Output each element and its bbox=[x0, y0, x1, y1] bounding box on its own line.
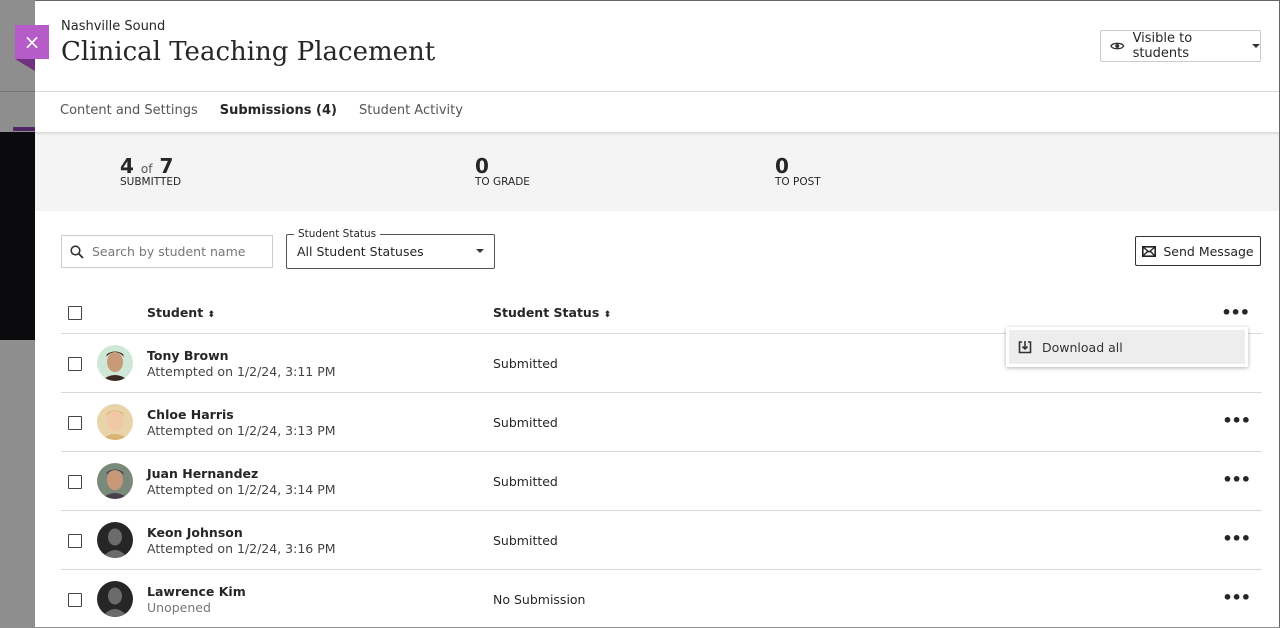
submitted-label: SUBMITTED bbox=[120, 176, 182, 188]
column-header-status[interactable]: Student Status ⬍ bbox=[493, 305, 611, 320]
chevron-down-icon bbox=[1252, 44, 1260, 48]
total-count: 7 bbox=[159, 154, 174, 178]
download-icon bbox=[1018, 341, 1032, 354]
background-banner bbox=[0, 132, 36, 340]
to-post-count: 0 bbox=[775, 154, 789, 178]
stat-submitted: 4 of 7 SUBMITTED bbox=[120, 154, 181, 188]
tab-bar: Content and Settings Submissions (4) Stu… bbox=[49, 92, 474, 135]
mail-icon bbox=[1142, 245, 1157, 257]
background-divider bbox=[0, 91, 36, 92]
student-status-select[interactable]: Student Status All Student Statuses bbox=[286, 228, 495, 269]
submissions-panel: Nashville Sound Clinical Teaching Placem… bbox=[35, 0, 1280, 627]
visibility-dropdown[interactable]: Visible to students bbox=[1100, 30, 1261, 62]
row-checkbox[interactable] bbox=[68, 357, 82, 371]
more-options-icon[interactable]: ••• bbox=[1222, 411, 1251, 430]
sort-icon: ⬍ bbox=[603, 310, 612, 320]
student-attempt-detail: Attempted on 1/2/24, 3:13 PM bbox=[147, 423, 336, 438]
sort-icon: ⬍ bbox=[207, 310, 216, 320]
close-button[interactable]: × bbox=[15, 25, 49, 59]
student-status: Submitted bbox=[493, 415, 558, 430]
eye-icon bbox=[1110, 42, 1125, 50]
tab-content-and-settings[interactable]: Content and Settings bbox=[60, 103, 198, 118]
course-name: Nashville Sound bbox=[61, 19, 166, 34]
student-status: Submitted bbox=[493, 533, 558, 548]
student-name[interactable]: Juan Hernandez bbox=[147, 466, 259, 481]
table-row: Lawrence Kim Unopened No Submission ••• bbox=[61, 569, 1262, 628]
close-button-fold bbox=[15, 59, 35, 71]
tab-student-activity[interactable]: Student Activity bbox=[359, 103, 463, 118]
table-row: Keon Johnson Attempted on 1/2/24, 3:16 P… bbox=[61, 510, 1262, 569]
stats-bar: 4 of 7 SUBMITTED 0 TO GRADE 0 TO POST bbox=[35, 132, 1279, 211]
student-status-label: Student Status bbox=[294, 228, 381, 240]
to-grade-count: 0 bbox=[475, 154, 489, 178]
stat-to-post: 0 TO POST bbox=[775, 154, 821, 188]
column-header-student[interactable]: Student ⬍ bbox=[147, 305, 215, 320]
search-input[interactable] bbox=[92, 244, 262, 259]
student-status: No Submission bbox=[493, 592, 586, 607]
stat-to-grade: 0 TO GRADE bbox=[475, 154, 530, 188]
more-options-icon[interactable]: ••• bbox=[1222, 470, 1251, 489]
student-name[interactable]: Chloe Harris bbox=[147, 407, 234, 422]
page-title: Clinical Teaching Placement bbox=[61, 37, 436, 67]
avatar bbox=[97, 581, 133, 617]
student-name[interactable]: Tony Brown bbox=[147, 348, 229, 363]
student-attempt-detail: Attempted on 1/2/24, 3:16 PM bbox=[147, 541, 336, 556]
tab-submissions[interactable]: Submissions (4) bbox=[208, 92, 349, 135]
row-checkbox[interactable] bbox=[68, 475, 82, 489]
search-field[interactable] bbox=[61, 235, 273, 268]
avatar bbox=[97, 463, 133, 499]
student-name[interactable]: Keon Johnson bbox=[147, 525, 243, 540]
student-attempt-detail: Attempted on 1/2/24, 3:14 PM bbox=[147, 482, 336, 497]
row-checkbox[interactable] bbox=[68, 534, 82, 548]
send-message-button[interactable]: Send Message bbox=[1135, 236, 1261, 266]
avatar bbox=[97, 404, 133, 440]
more-options-icon[interactable]: ••• bbox=[1222, 529, 1251, 548]
background-tab-underline bbox=[13, 127, 36, 131]
of-text: of bbox=[140, 162, 153, 176]
student-status: Submitted bbox=[493, 474, 558, 489]
select-all-checkbox[interactable] bbox=[68, 306, 82, 320]
actions-menu: Download all bbox=[1006, 327, 1248, 367]
column-status-label: Student Status bbox=[493, 305, 600, 320]
table-row: Juan Hernandez Attempted on 1/2/24, 3:14… bbox=[61, 451, 1262, 510]
menu-item-download-all[interactable]: Download all bbox=[1009, 330, 1245, 364]
download-all-label: Download all bbox=[1042, 339, 1123, 355]
table-row: Tony Brown Attempted on 1/2/24, 3:11 PM … bbox=[61, 333, 1262, 392]
to-grade-label: TO GRADE bbox=[475, 176, 530, 188]
avatar bbox=[97, 345, 133, 381]
student-attempt-detail: Attempted on 1/2/24, 3:11 PM bbox=[147, 364, 336, 379]
student-status: Submitted bbox=[493, 356, 558, 371]
column-student-label: Student bbox=[147, 305, 204, 320]
send-message-label: Send Message bbox=[1163, 243, 1254, 259]
table-row: Chloe Harris Attempted on 1/2/24, 3:13 P… bbox=[61, 392, 1262, 451]
student-attempt-detail: Unopened bbox=[147, 600, 211, 615]
student-status-value: All Student Statuses bbox=[297, 244, 424, 259]
more-options-icon[interactable]: ••• bbox=[1221, 303, 1250, 322]
header-divider bbox=[35, 91, 1279, 92]
to-post-label: TO POST bbox=[775, 176, 821, 188]
chevron-down-icon bbox=[476, 249, 484, 253]
close-icon: × bbox=[23, 30, 41, 54]
visibility-label: Visible to students bbox=[1132, 31, 1193, 61]
more-options-icon[interactable]: ••• bbox=[1222, 588, 1251, 607]
student-name[interactable]: Lawrence Kim bbox=[147, 584, 246, 599]
row-checkbox[interactable] bbox=[68, 416, 82, 430]
avatar bbox=[97, 522, 133, 558]
row-checkbox[interactable] bbox=[68, 593, 82, 607]
submitted-count: 4 bbox=[120, 154, 134, 178]
search-icon bbox=[70, 244, 84, 259]
